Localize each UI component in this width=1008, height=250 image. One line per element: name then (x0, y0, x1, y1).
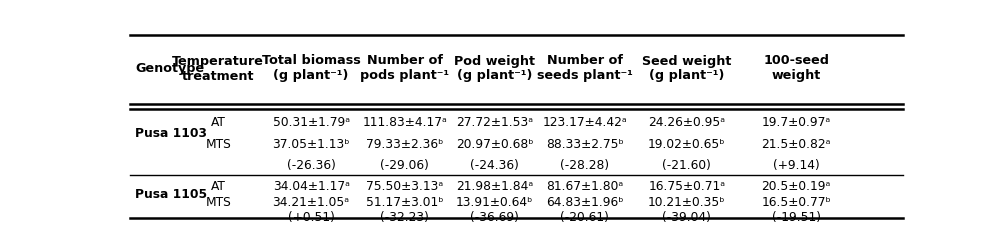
Text: Pusa 1103: Pusa 1103 (135, 127, 208, 140)
Text: 19.7±0.97ᵃ: 19.7±0.97ᵃ (762, 116, 831, 129)
Text: 34.21±1.05ᵃ: 34.21±1.05ᵃ (272, 196, 350, 209)
Text: 27.72±1.53ᵃ: 27.72±1.53ᵃ (457, 116, 533, 129)
Text: 19.02±0.65ᵇ: 19.02±0.65ᵇ (648, 138, 726, 151)
Text: 100-seed
weight: 100-seed weight (763, 54, 830, 82)
Text: Number of
seeds plant⁻¹: Number of seeds plant⁻¹ (536, 54, 632, 82)
Text: Temperature
treatment: Temperature treatment (172, 54, 264, 82)
Text: 21.98±1.84ᵃ: 21.98±1.84ᵃ (456, 180, 533, 193)
Text: (-21.60): (-21.60) (662, 159, 712, 172)
Text: 21.5±0.82ᵃ: 21.5±0.82ᵃ (761, 138, 831, 151)
Text: Pusa 1105: Pusa 1105 (135, 188, 208, 201)
Text: (-36.69): (-36.69) (471, 210, 519, 224)
Text: 111.83±4.17ᵃ: 111.83±4.17ᵃ (363, 116, 448, 129)
Text: 50.31±1.79ᵃ: 50.31±1.79ᵃ (272, 116, 350, 129)
Text: (-28.28): (-28.28) (560, 159, 609, 172)
Text: 64.83±1.96ᵇ: 64.83±1.96ᵇ (545, 196, 623, 209)
Text: Pod weight
(g plant⁻¹): Pod weight (g plant⁻¹) (455, 54, 535, 82)
Text: 123.17±4.42ᵃ: 123.17±4.42ᵃ (542, 116, 627, 129)
Text: 20.97±0.68ᵇ: 20.97±0.68ᵇ (456, 138, 533, 151)
Text: 34.04±1.17ᵃ: 34.04±1.17ᵃ (272, 180, 350, 193)
Text: 88.33±2.75ᵇ: 88.33±2.75ᵇ (545, 138, 623, 151)
Text: Total biomass
(g plant⁻¹): Total biomass (g plant⁻¹) (262, 54, 361, 82)
Text: (-24.36): (-24.36) (471, 159, 519, 172)
Text: Genotype: Genotype (135, 62, 205, 75)
Text: AT: AT (211, 116, 226, 129)
Text: 81.67±1.80ᵃ: 81.67±1.80ᵃ (546, 180, 623, 193)
Text: (-20.61): (-20.61) (560, 210, 609, 224)
Text: AT: AT (211, 180, 226, 193)
Text: (-39.04): (-39.04) (662, 210, 712, 224)
Text: (-29.06): (-29.06) (380, 159, 429, 172)
Text: 37.05±1.13ᵇ: 37.05±1.13ᵇ (272, 138, 350, 151)
Text: 79.33±2.36ᵇ: 79.33±2.36ᵇ (366, 138, 444, 151)
Text: MTS: MTS (206, 138, 231, 151)
Text: 16.5±0.77ᵇ: 16.5±0.77ᵇ (761, 196, 832, 209)
Text: 24.26±0.95ᵃ: 24.26±0.95ᵃ (648, 116, 726, 129)
Text: Number of
pods plant⁻¹: Number of pods plant⁻¹ (360, 54, 450, 82)
Text: 51.17±3.01ᵇ: 51.17±3.01ᵇ (366, 196, 444, 209)
Text: (+9.14): (+9.14) (773, 159, 820, 172)
Text: (+0.51): (+0.51) (287, 210, 335, 224)
Text: (-32.23): (-32.23) (380, 210, 429, 224)
Text: 10.21±0.35ᵇ: 10.21±0.35ᵇ (648, 196, 726, 209)
Text: MTS: MTS (206, 196, 231, 209)
Text: 16.75±0.71ᵃ: 16.75±0.71ᵃ (648, 180, 726, 193)
Text: 13.91±0.64ᵇ: 13.91±0.64ᵇ (456, 196, 533, 209)
Text: 75.50±3.13ᵃ: 75.50±3.13ᵃ (366, 180, 444, 193)
Text: (-26.36): (-26.36) (286, 159, 336, 172)
Text: (-19.51): (-19.51) (772, 210, 821, 224)
Text: Seed weight
(g plant⁻¹): Seed weight (g plant⁻¹) (642, 54, 732, 82)
Text: 20.5±0.19ᵃ: 20.5±0.19ᵃ (762, 180, 831, 193)
